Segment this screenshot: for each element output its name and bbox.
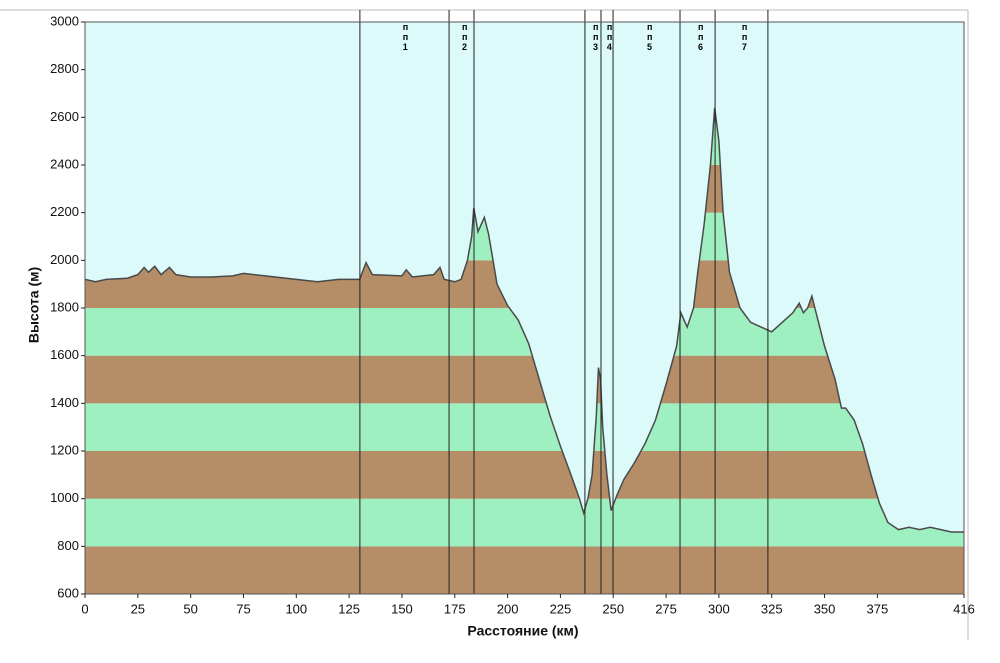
checkpoint-label: п п 4	[607, 22, 612, 52]
checkpoint-label: п п 2	[462, 22, 467, 52]
checkpoint-label: п п 6	[698, 22, 703, 52]
x-tick-label: 125	[338, 601, 360, 616]
y-tick-label: 1800	[50, 299, 79, 314]
x-tick-label: 416	[953, 601, 975, 616]
y-tick-label: 1200	[50, 442, 79, 457]
elevation-band	[85, 355, 964, 404]
y-tick-label: 800	[57, 538, 79, 553]
y-tick-label: 2000	[50, 252, 79, 267]
x-tick-label: 25	[131, 601, 145, 616]
x-tick-label: 250	[602, 601, 624, 616]
x-tick-label: 50	[183, 601, 197, 616]
elevation-band	[85, 451, 964, 499]
x-tick-label: 275	[655, 601, 677, 616]
y-tick-label: 2200	[50, 204, 79, 219]
y-tick-label: 1000	[50, 490, 79, 505]
checkpoint-label: п п 3	[593, 22, 598, 52]
elevation-band	[85, 498, 964, 547]
y-axis-title: Высота (м)	[26, 267, 42, 343]
x-tick-label: 300	[708, 601, 730, 616]
x-tick-label: 75	[236, 601, 250, 616]
x-axis-title: Расстояние (км)	[467, 623, 578, 639]
checkpoint-label: п п 7	[742, 22, 747, 52]
x-tick-label: 225	[550, 601, 572, 616]
y-tick-label: 2400	[50, 156, 79, 171]
y-tick-label: 3000	[50, 13, 79, 28]
x-tick-label: 350	[814, 601, 836, 616]
y-tick-label: 2600	[50, 109, 79, 124]
x-tick-label: 100	[285, 601, 307, 616]
y-tick-label: 1400	[50, 395, 79, 410]
elevation-band	[85, 546, 964, 594]
x-tick-label: 375	[867, 601, 889, 616]
elevation-band	[85, 403, 964, 451]
x-tick-label: 200	[497, 601, 519, 616]
profile-line	[84, 107, 964, 533]
checkpoint-label: п п 5	[647, 22, 652, 52]
x-tick-label: 150	[391, 601, 413, 616]
y-tick-label: 600	[57, 585, 79, 600]
checkpoint-label: п п 1	[403, 22, 408, 52]
y-tick-label: 2800	[50, 61, 79, 76]
x-tick-label: 325	[761, 601, 783, 616]
y-tick-label: 1600	[50, 347, 79, 362]
x-tick-label: 175	[444, 601, 466, 616]
x-tick-label: 0	[81, 601, 88, 616]
